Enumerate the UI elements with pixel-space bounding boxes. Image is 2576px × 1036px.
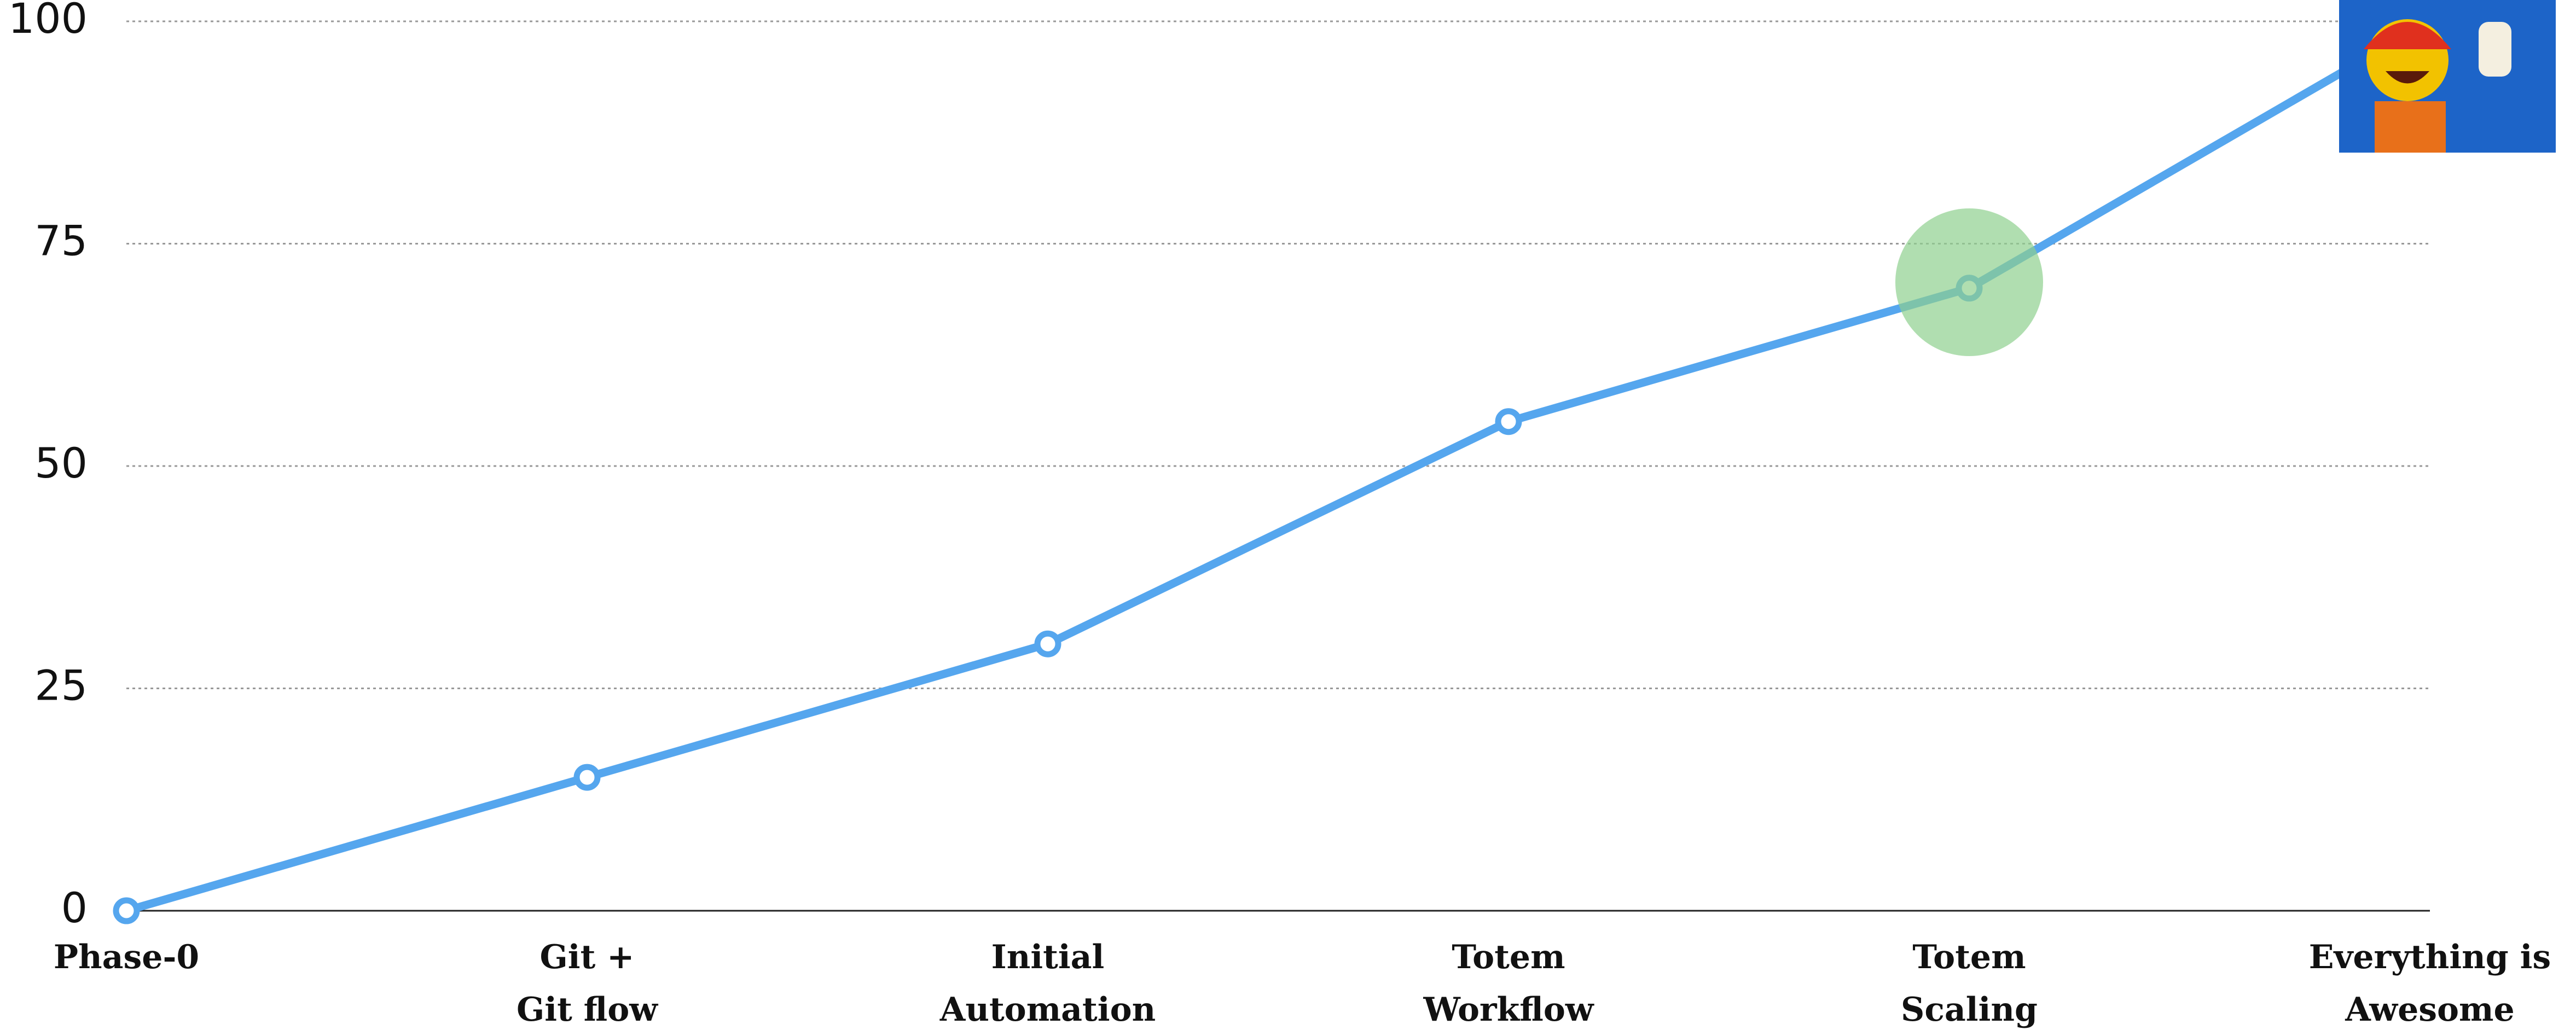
line <box>125 18 2432 915</box>
y-tick-label: 75 <box>34 216 88 265</box>
x-tick-label: Phase-0 <box>53 938 200 976</box>
x-tick-label: Everything is Awesome <box>2308 938 2551 1029</box>
x-tick-label: Totem Workflow <box>1423 938 1594 1029</box>
highlight <box>1895 208 2043 356</box>
marker <box>1495 408 1522 435</box>
grid <box>126 20 2430 689</box>
y-tick-label: 0 <box>61 883 88 932</box>
y-tick-label: 100 <box>8 0 88 43</box>
mascot-image <box>2339 0 2556 153</box>
x-tick-label: Totem Scaling <box>1901 938 2038 1029</box>
y-tick-label: 50 <box>34 439 88 487</box>
marker <box>573 764 601 791</box>
marker <box>1034 630 1061 657</box>
marker <box>113 897 140 924</box>
x-tick-label: Initial Automation <box>939 938 1156 1029</box>
x-tick-label: Git + Git flow <box>517 938 658 1029</box>
y-tick-label: 25 <box>34 661 88 709</box>
